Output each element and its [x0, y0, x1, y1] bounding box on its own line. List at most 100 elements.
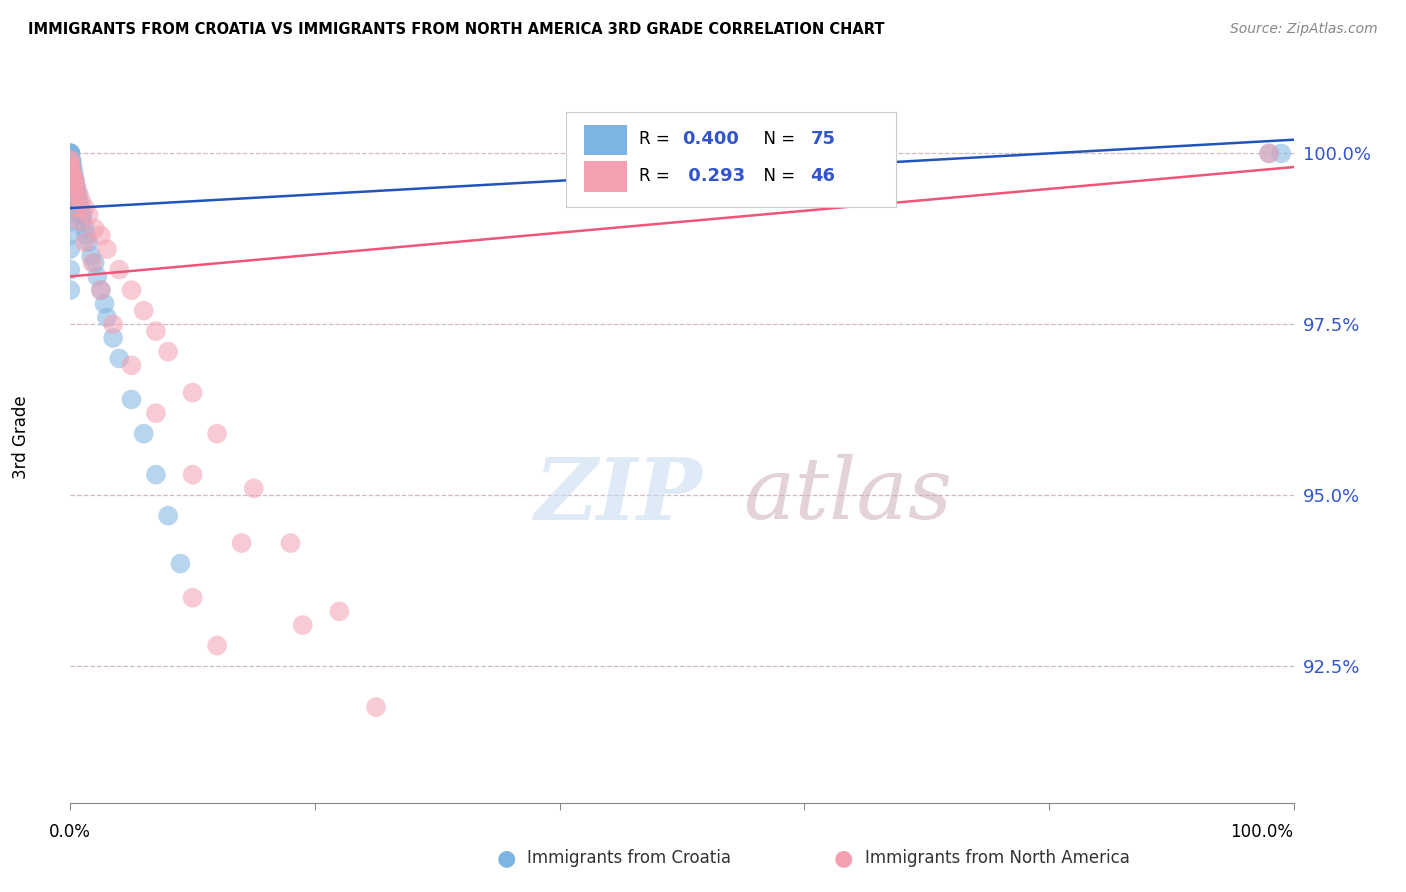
FancyBboxPatch shape [565, 112, 896, 207]
Point [60, 180, 83, 194]
Point [108, 351, 131, 366]
Point [90, 283, 112, 297]
Text: ●: ● [496, 848, 516, 868]
Point [59, 153, 82, 168]
Point [59, 262, 82, 277]
Text: 46: 46 [810, 167, 835, 185]
Text: R =: R = [640, 167, 675, 185]
Point [63, 174, 86, 188]
Point [82, 256, 104, 270]
Point [60, 153, 83, 168]
Point [70, 208, 93, 222]
Point [243, 481, 266, 495]
Point [181, 385, 204, 400]
Point [60, 174, 83, 188]
Point [59, 180, 82, 194]
Point [60, 153, 83, 168]
Point [205, 426, 228, 441]
Point [59, 187, 82, 202]
Text: N =: N = [752, 167, 800, 185]
Point [59, 160, 82, 174]
Point [59, 201, 82, 215]
Text: IMMIGRANTS FROM CROATIA VS IMMIGRANTS FROM NORTH AMERICA 3RD GRADE CORRELATION C: IMMIGRANTS FROM CROATIA VS IMMIGRANTS FR… [28, 22, 884, 37]
Text: ●: ● [834, 848, 853, 868]
Text: atlas: atlas [744, 454, 952, 537]
Point [59, 160, 82, 174]
Point [59, 146, 82, 161]
Point [1258, 146, 1281, 161]
Point [70, 194, 93, 209]
Point [205, 639, 228, 653]
Point [59, 153, 82, 168]
Point [59, 242, 82, 256]
Point [59, 160, 82, 174]
Point [121, 283, 143, 297]
Point [328, 604, 350, 618]
Point [59, 146, 82, 161]
Point [59, 174, 82, 188]
Point [59, 153, 82, 168]
Point [60, 160, 83, 174]
Text: 3rd Grade: 3rd Grade [13, 395, 31, 479]
Point [62, 187, 84, 202]
Point [63, 187, 86, 202]
Point [63, 180, 86, 194]
Point [121, 392, 143, 407]
Point [65, 180, 87, 194]
Point [145, 467, 167, 482]
Point [66, 194, 89, 209]
Point [59, 167, 82, 181]
Point [67, 194, 90, 209]
Point [60, 174, 83, 188]
Point [73, 201, 96, 215]
Point [63, 167, 86, 181]
Point [62, 180, 84, 194]
Point [63, 174, 86, 188]
Point [59, 167, 82, 181]
Text: 0.400: 0.400 [682, 130, 738, 148]
Point [83, 221, 105, 235]
Point [59, 167, 82, 181]
Point [63, 180, 86, 194]
Point [101, 331, 124, 345]
Point [63, 187, 86, 202]
Point [181, 591, 204, 605]
Point [59, 146, 82, 161]
Point [181, 467, 204, 482]
Point [93, 297, 115, 311]
Point [291, 618, 314, 632]
Point [59, 160, 82, 174]
Point [132, 303, 155, 318]
Point [132, 426, 155, 441]
Bar [583, 161, 627, 192]
Point [280, 536, 302, 550]
Point [62, 180, 84, 194]
Point [80, 249, 103, 263]
Point [90, 228, 112, 243]
Point [72, 208, 94, 222]
Point [145, 406, 167, 420]
Point [59, 153, 82, 168]
Text: Immigrants from Croatia: Immigrants from Croatia [527, 849, 731, 867]
Point [65, 201, 87, 215]
Point [59, 167, 82, 181]
Bar [583, 125, 627, 155]
Text: Immigrants from North America: Immigrants from North America [865, 849, 1129, 867]
Point [59, 146, 82, 161]
Point [69, 215, 91, 229]
Point [75, 228, 97, 243]
Point [59, 174, 82, 188]
Point [60, 167, 83, 181]
Point [59, 228, 82, 243]
Text: 100.0%: 100.0% [1230, 823, 1294, 841]
Point [62, 167, 84, 181]
Point [63, 174, 86, 188]
Point [60, 174, 83, 188]
Text: 75: 75 [810, 130, 835, 148]
Text: Source: ZipAtlas.com: Source: ZipAtlas.com [1230, 22, 1378, 37]
Point [72, 215, 94, 229]
Point [59, 146, 82, 161]
Text: 0.293: 0.293 [682, 167, 745, 185]
Point [59, 194, 82, 209]
Point [59, 215, 82, 229]
